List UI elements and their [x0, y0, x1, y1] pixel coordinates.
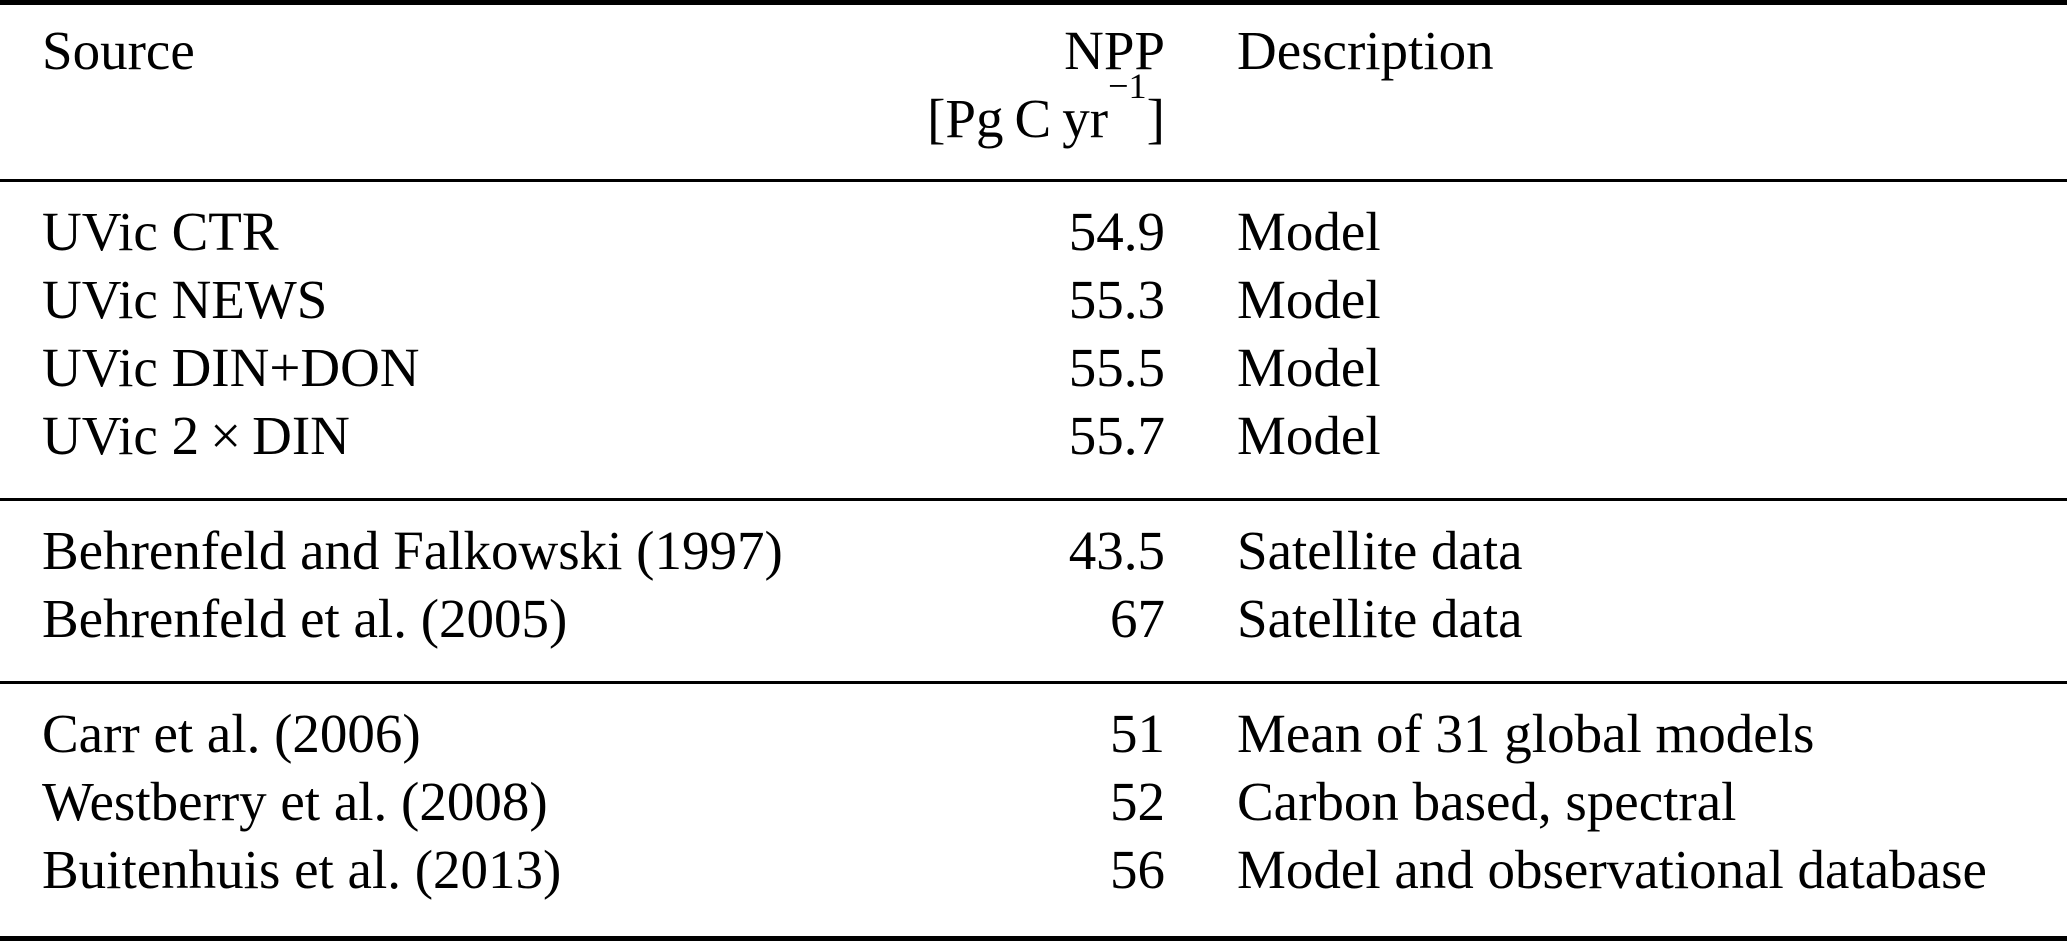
- table-row: UVic CTR 54.9 Model: [0, 181, 2067, 267]
- header-description-label: Description: [1237, 20, 1494, 81]
- table-row: Westberry et al. (2008) 52 Carbon based,…: [0, 768, 2067, 836]
- description-cell: Model and observational database: [1237, 839, 1987, 900]
- description-cell: Model: [1237, 405, 1381, 466]
- table-row: UVic NEWS 55.3 Model: [0, 266, 2067, 334]
- description-cell: Model: [1237, 269, 1381, 330]
- description-cell: Mean of 31 global models: [1165, 681, 2067, 768]
- npp-cell: 51: [910, 681, 1165, 768]
- header-row: Source NPP [Pg C yr−1] Description: [0, 2, 2067, 182]
- header-npp-unit: [Pg C yr−1]: [927, 65, 1165, 149]
- table-row: Carr et al. (2006) 51 Mean of 31 global …: [0, 681, 2067, 768]
- description-cell: Carbon based, spectral: [1237, 771, 1737, 832]
- header-npp-unit-exponent: −1: [1108, 65, 1147, 106]
- source-cell: UVic 2 × DIN: [42, 405, 350, 466]
- npp-cell: 54.9: [1068, 201, 1165, 262]
- table-row: UVic 2 × DIN 55.7 Model: [0, 402, 2067, 500]
- column-header-description: Description: [1165, 2, 2067, 182]
- description-cell: Model: [1237, 337, 1381, 398]
- header-npp-label: NPP: [1064, 20, 1165, 81]
- table-row: Behrenfeld et al. (2005) 67 Satellite da…: [0, 585, 2067, 683]
- description-cell: Satellite data: [1165, 498, 2067, 585]
- column-header-npp: NPP [Pg C yr−1]: [910, 2, 1165, 182]
- npp-cell: 55.5: [1068, 337, 1165, 398]
- npp-cell: 55.7: [1068, 405, 1165, 466]
- header-source-label: Source: [42, 20, 195, 81]
- npp-cell: 56: [1110, 839, 1165, 900]
- literature-group: Carr et al. (2006) 51 Mean of 31 global …: [0, 681, 2067, 939]
- source-cell: Westberry et al. (2008): [42, 771, 548, 832]
- source-cell: Carr et al. (2006): [0, 681, 910, 768]
- source-cell: Behrenfeld and Falkowski (1997): [0, 498, 910, 585]
- table-row: UVic DIN+DON 55.5 Model: [0, 334, 2067, 402]
- npp-cell: 55.3: [1068, 269, 1165, 330]
- npp-cell: 67: [1110, 588, 1165, 649]
- source-cell: Behrenfeld et al. (2005): [42, 588, 568, 649]
- table-header: Source NPP [Pg C yr−1] Description: [0, 2, 2067, 182]
- source-cell: Buitenhuis et al. (2013): [42, 839, 562, 900]
- model-group: UVic CTR 54.9 Model UVic NEWS 55.3 Model…: [0, 181, 2067, 500]
- table-row: Buitenhuis et al. (2013) 56 Model and ob…: [0, 836, 2067, 939]
- description-cell: Satellite data: [1237, 588, 1523, 649]
- column-header-source: Source: [0, 2, 910, 182]
- source-cell: UVic DIN+DON: [42, 337, 420, 398]
- description-cell: Model: [1237, 201, 1381, 262]
- table-row: Behrenfeld and Falkowski (1997) 43.5 Sat…: [0, 498, 2067, 585]
- source-cell: UVic CTR: [42, 201, 279, 262]
- satellite-group: Behrenfeld and Falkowski (1997) 43.5 Sat…: [0, 498, 2067, 683]
- npp-cell: 43.5: [910, 498, 1165, 585]
- npp-cell: 52: [1110, 771, 1165, 832]
- source-cell: UVic NEWS: [42, 269, 328, 330]
